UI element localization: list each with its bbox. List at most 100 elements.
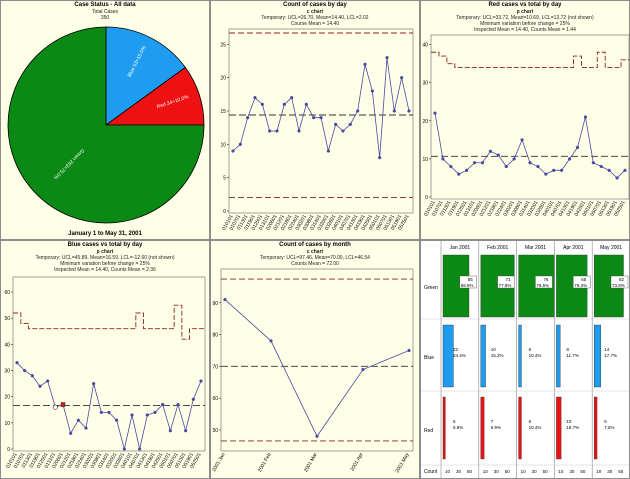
data-point <box>407 348 411 353</box>
data-point <box>115 418 119 422</box>
cases-by-day-panel: Count of cases by day c chart Temporary:… <box>210 0 420 240</box>
data-point <box>457 172 461 176</box>
chart-mean: Counts Mean = 72.00 <box>291 261 339 267</box>
data-point <box>607 168 611 172</box>
cell-count: 6 <box>529 347 532 352</box>
data-point <box>153 410 157 415</box>
status-bar-blue <box>442 324 454 388</box>
month-label: May 2001 <box>600 245 622 251</box>
data-point <box>304 102 308 106</box>
series-line <box>224 299 410 438</box>
y-tick-label: 50 <box>212 428 218 434</box>
row-label: Blue <box>424 355 434 361</box>
data-point <box>615 176 619 180</box>
status-bar-blue <box>556 324 561 388</box>
data-point <box>599 164 603 169</box>
cases-by-month-panel: Count of cases by month c chart Temporar… <box>210 240 420 479</box>
y-tick-label: 0 <box>223 209 226 215</box>
status-bar-blue <box>480 324 486 388</box>
count-axis-label: 50 <box>543 469 549 474</box>
series-line <box>434 113 626 179</box>
cell-percent: 78.5% <box>536 283 549 288</box>
cell-count: 7 <box>491 419 494 424</box>
cell-count: 62 <box>619 277 625 282</box>
data-point <box>99 410 103 415</box>
data-point <box>138 447 142 451</box>
count-axis-label: 30 <box>532 469 538 474</box>
cell-percent: 77.8% <box>499 283 512 288</box>
data-point <box>199 379 203 383</box>
cell-count: 71 <box>506 277 512 282</box>
data-point <box>246 116 250 120</box>
data-point <box>161 402 165 407</box>
data-point <box>378 156 382 160</box>
cell-count: 10 <box>491 347 497 352</box>
data-point <box>145 413 149 417</box>
data-point <box>122 447 126 451</box>
data-point <box>370 89 374 93</box>
cell-percent: 11.7% <box>566 353 578 358</box>
cell-percent: 18.7% <box>566 425 579 430</box>
value-box <box>610 275 629 289</box>
pie-chart: Blue 53=15.0%Red 34=10.0%Green 263=75.0% <box>7 26 205 224</box>
chart-limits: Temporary: UCL=33.72, Mean=10.69, LCL=13… <box>456 15 594 21</box>
data-point <box>15 361 19 365</box>
value-box <box>459 275 477 289</box>
data-point <box>334 122 338 126</box>
data-point <box>130 413 134 417</box>
data-point <box>253 96 257 100</box>
plot-frame <box>228 28 414 214</box>
count-axis-label: 30 <box>607 469 613 474</box>
cell-percent: 15.2% <box>491 353 504 358</box>
chart-variation: Minimum variation before change = 25% <box>480 21 570 27</box>
data-point <box>341 129 345 133</box>
data-point <box>407 109 411 113</box>
status-bar-red <box>442 396 446 460</box>
value-box <box>497 275 515 289</box>
data-point <box>297 129 301 133</box>
data-point <box>282 102 286 106</box>
ucl-line <box>431 51 629 68</box>
cell-count: 10 <box>566 419 572 424</box>
y-tick-label: 10 <box>422 157 428 163</box>
data-point <box>30 374 34 378</box>
y-tick-label: 20 <box>220 76 226 82</box>
cell-percent: 17.7% <box>604 353 617 358</box>
value-box <box>572 275 591 289</box>
data-point <box>361 367 365 372</box>
x-tick-label: 2001 Mar <box>303 452 319 474</box>
data-point <box>107 410 111 415</box>
data-point <box>260 102 264 106</box>
row-label: Count <box>424 469 438 475</box>
data-point <box>290 96 294 100</box>
y-tick-label: 90 <box>212 301 218 307</box>
x-tick-label: 2001 May <box>395 452 411 474</box>
cell-percent: 10.4% <box>529 425 542 430</box>
cell-count: 6 <box>529 419 532 424</box>
data-point <box>528 161 532 165</box>
chart-title: Count of cases by month <box>279 242 351 248</box>
count-axis-label: 30 <box>456 469 462 474</box>
count-axis-label: 10 <box>445 469 451 474</box>
data-point <box>449 164 453 169</box>
y-tick-label: 25 <box>220 42 226 48</box>
chart-title: Red cases vs total by day <box>488 2 562 8</box>
monthly-status-panel: Green Blue Red Count Jan 2001 55 68.8% 22 24.4% 5… <box>420 240 630 479</box>
row-label: Green <box>424 285 438 291</box>
count-axis-label: 10 <box>596 469 602 474</box>
data-point <box>400 76 404 80</box>
chart-variation: Minimum variation before change = 25% <box>60 261 150 267</box>
y-tick-label: 10 <box>220 142 226 148</box>
cell-count: 5 <box>453 419 456 424</box>
pie-slice-blue <box>105 26 186 126</box>
plot-frame <box>220 268 414 452</box>
data-point <box>583 115 588 119</box>
count-axis-label: 50 <box>618 469 624 474</box>
data-point <box>536 164 540 169</box>
count-axis-label: 30 <box>569 469 575 474</box>
data-point <box>76 418 80 422</box>
y-tick-label: 5 <box>223 176 226 182</box>
data-point <box>472 161 477 165</box>
c-chart: 50 60 70 80 90 2001 Jan 2001 Feb 2001 Mar 2001 A… <box>211 268 414 474</box>
